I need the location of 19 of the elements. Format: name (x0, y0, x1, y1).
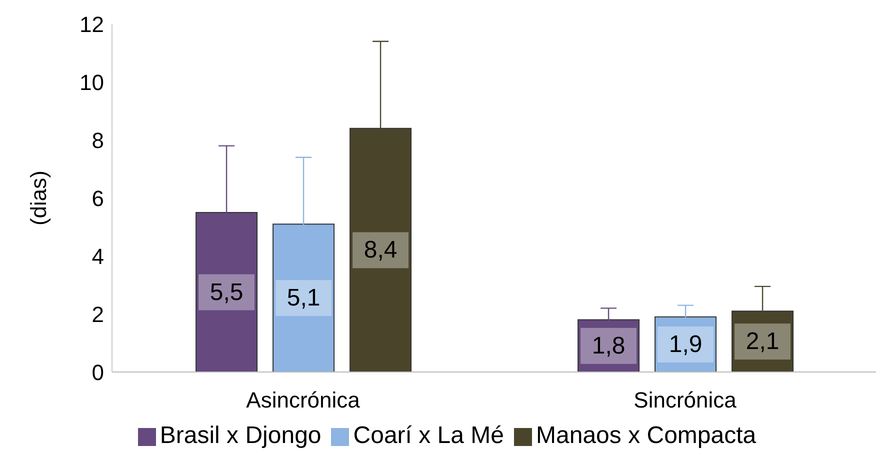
y-tick-label: 4 (92, 244, 104, 269)
data-label: 8,4 (364, 236, 398, 264)
data-label: 1,9 (668, 330, 702, 358)
y-tick-label: 8 (92, 128, 104, 153)
data-label: 5,5 (210, 278, 244, 306)
y-tick-label: 2 (92, 302, 104, 327)
data-label: 5,1 (286, 284, 320, 312)
x-tick-label: Asincrónica (246, 388, 361, 413)
y-tick-label: 12 (80, 12, 104, 37)
legend-label: Manaos x Compacta (536, 422, 756, 449)
y-tick-label: 10 (80, 70, 104, 95)
data-label: 2,1 (746, 328, 780, 356)
y-axis-title: (dias) (26, 170, 51, 226)
legend-label: Coarí x La Mé (353, 422, 504, 449)
x-tick-label: Sincrónica (634, 388, 738, 413)
data-label: 1,8 (592, 332, 626, 360)
y-tick-label: 0 (92, 360, 104, 385)
legend-label: Brasil x Djongo (160, 422, 322, 449)
y-tick-label: 6 (92, 186, 104, 211)
